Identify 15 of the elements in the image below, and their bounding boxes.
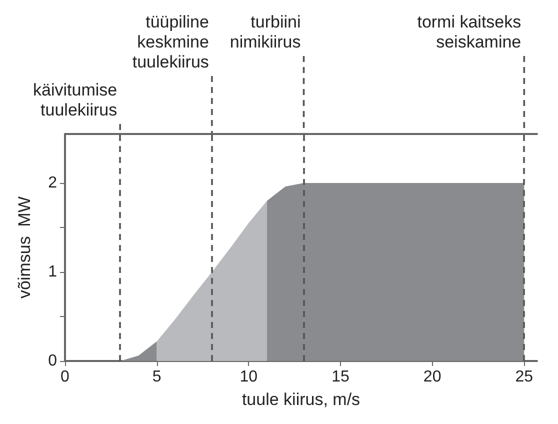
ref-line-label: tormi kaitseks seiskamine	[417, 12, 522, 52]
ref-line-label: tüüpiline keskmine tuulekiirus	[132, 12, 209, 72]
x-tick-label: 5	[152, 368, 162, 386]
x-tick-label: 20	[423, 368, 442, 386]
y-tick-label: 0	[48, 352, 58, 370]
x-tick-label: 25	[515, 368, 534, 386]
x-tick-label: 0	[60, 368, 70, 386]
y-tick-label: 1	[48, 263, 58, 280]
x-tick-label: 15	[332, 368, 350, 386]
x-axis-title: tuule kiirus, m/s	[242, 390, 360, 409]
y-axis-title: võimsus MW	[15, 196, 34, 298]
y-tick-label: 2	[48, 174, 58, 192]
ref-line-label: turbiini nimikiirus	[230, 12, 301, 52]
ref-line-label: käivitumise tuulekiirus	[33, 80, 118, 120]
x-tick-label: 10	[240, 368, 258, 386]
